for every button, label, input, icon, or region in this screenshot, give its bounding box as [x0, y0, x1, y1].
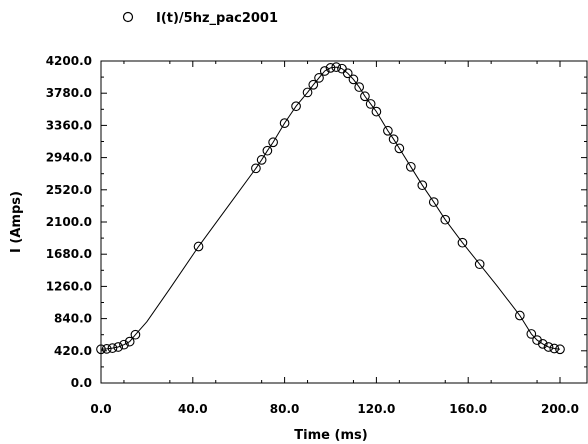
data-point [124, 336, 135, 347]
y-tick-label: 420.0 [54, 344, 92, 358]
data-point [405, 161, 416, 172]
data-point [319, 66, 330, 76]
y-tick-label: 840.0 [54, 312, 92, 326]
data-point [365, 99, 376, 109]
legend-marker-icon [122, 11, 134, 23]
data-point [526, 329, 537, 339]
data-point [360, 91, 370, 102]
data-point [388, 134, 399, 145]
data-point [314, 73, 324, 83]
data-point [96, 344, 106, 355]
data-point [537, 339, 548, 349]
data-point [549, 343, 560, 354]
data-point [193, 241, 204, 252]
data-point [428, 197, 439, 207]
y-tick-label: 3360.0 [46, 118, 92, 132]
x-tick-label: 160.0 [449, 402, 487, 416]
ticks-layer: 0.0 420.0 840.0 1260.0 1680.0 2100.0 2520.0 294… [46, 54, 587, 416]
legend-label: I(t)/5hz_pac2001 [156, 11, 278, 26]
data-point [101, 344, 112, 354]
data-point [130, 329, 141, 340]
data-point [417, 180, 428, 191]
y-tick-label: 3780.0 [46, 86, 92, 100]
data-point [348, 74, 359, 85]
x-tick-label: 0.0 [90, 402, 111, 416]
x-tick-label: 200.0 [541, 402, 579, 416]
data-point [325, 63, 336, 73]
y-tick-label: 2940.0 [46, 151, 92, 165]
data-point [251, 163, 261, 174]
y-axis-title: I (Amps) [9, 191, 24, 253]
series-line [100, 66, 561, 350]
y-tick-label: 0.0 [71, 376, 92, 390]
y-tick-label: 1680.0 [46, 247, 92, 261]
data-point [119, 339, 129, 350]
data-point [291, 101, 301, 112]
y-tick-label: 1260.0 [46, 279, 92, 293]
data-point [474, 259, 485, 270]
data-point [279, 118, 290, 128]
data-point [555, 344, 565, 355]
data-point [371, 106, 382, 117]
data-point [331, 62, 342, 72]
data-point [308, 79, 319, 90]
data-point [354, 82, 365, 92]
data-point [268, 137, 278, 148]
data-point [394, 143, 405, 154]
x-tick-label: 120.0 [357, 402, 395, 416]
x-tick-label: 40.0 [178, 402, 208, 416]
data-point [383, 125, 393, 136]
data-point [543, 342, 554, 352]
y-tick-label: 2520.0 [46, 183, 92, 197]
data-point [457, 237, 468, 248]
x-tick-label: 80.0 [270, 402, 300, 416]
data-point [113, 342, 124, 352]
data-point [302, 87, 313, 98]
series-layer [96, 62, 565, 355]
y-tick-label: 2100.0 [46, 215, 92, 229]
data-point [256, 155, 267, 165]
data-point [440, 214, 451, 225]
data-point [514, 310, 525, 321]
legend: I(t)/5hz_pac2001 [122, 11, 278, 26]
y-tick-label: 4200.0 [46, 54, 92, 68]
data-point [107, 343, 118, 353]
data-point [262, 145, 273, 156]
x-axis-title: Time (ms) [294, 428, 367, 443]
data-point [342, 68, 353, 79]
